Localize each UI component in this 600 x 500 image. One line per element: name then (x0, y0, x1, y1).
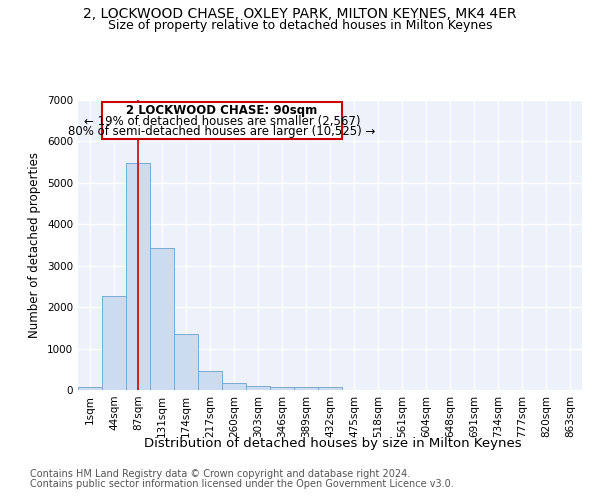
Bar (150, 248, 174, 390)
Text: Contains public sector information licensed under the Open Government Licence v3: Contains public sector information licen… (30, 479, 454, 489)
Text: Contains HM Land Registry data © Crown copyright and database right 2024.: Contains HM Land Registry data © Crown c… (30, 469, 410, 479)
Text: 2, LOCKWOOD CHASE, OXLEY PARK, MILTON KEYNES, MK4 4ER: 2, LOCKWOOD CHASE, OXLEY PARK, MILTON KE… (83, 8, 517, 22)
Bar (174, 334, 198, 390)
Bar (222, 383, 246, 390)
Bar (318, 387, 342, 390)
Text: Distribution of detached houses by size in Milton Keynes: Distribution of detached houses by size … (144, 438, 522, 450)
Bar (78, 387, 102, 390)
Text: 80% of semi-detached houses are larger (10,525) →: 80% of semi-detached houses are larger (… (68, 126, 376, 138)
Bar (102, 296, 126, 390)
Bar (198, 372, 222, 390)
Bar (294, 387, 318, 390)
Text: 2 LOCKWOOD CHASE: 90sqm: 2 LOCKWOOD CHASE: 90sqm (127, 104, 317, 117)
FancyBboxPatch shape (103, 102, 341, 140)
Y-axis label: Number of detached properties: Number of detached properties (28, 152, 41, 338)
Bar (246, 386, 270, 390)
Text: Size of property relative to detached houses in Milton Keynes: Size of property relative to detached ho… (108, 19, 492, 32)
Bar (270, 387, 294, 390)
Text: ← 19% of detached houses are smaller (2,567): ← 19% of detached houses are smaller (2,… (84, 115, 360, 128)
Bar (126, 163, 150, 390)
